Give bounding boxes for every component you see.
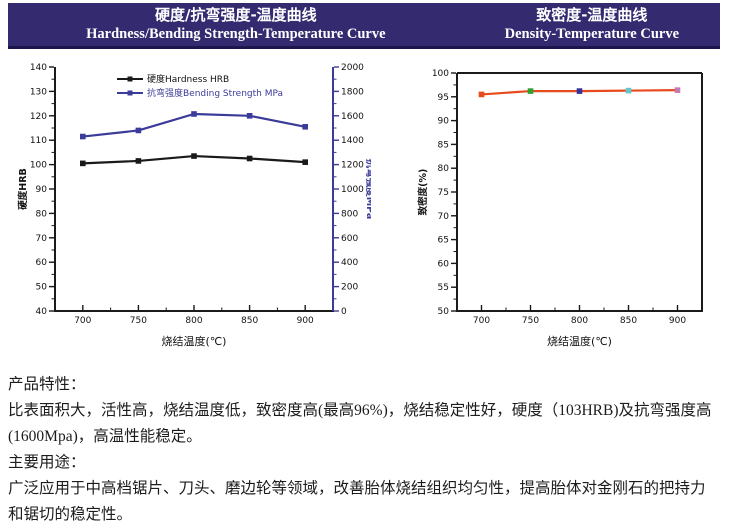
header-left-title-block: 硬度/抗弯强度-温度曲线 Hardness/Bending Strength-T…	[8, 3, 464, 46]
svg-text:750: 750	[522, 316, 539, 326]
svg-text:800: 800	[341, 209, 358, 219]
svg-text:750: 750	[130, 316, 147, 326]
svg-text:烧结温度(℃): 烧结温度(℃)	[547, 334, 612, 348]
svg-text:1000: 1000	[341, 185, 364, 195]
svg-text:抗弯强度MPa: 抗弯强度MPa	[364, 159, 371, 220]
page: 硬度/抗弯强度-温度曲线 Hardness/Bending Strength-T…	[0, 3, 730, 523]
svg-text:1400: 1400	[341, 136, 364, 146]
svg-text:900: 900	[297, 316, 314, 326]
left-chart-title-en: Hardness/Bending Strength-Temperature Cu…	[86, 25, 386, 42]
svg-text:130: 130	[30, 87, 47, 97]
svg-text:80: 80	[36, 209, 48, 219]
svg-text:1600: 1600	[341, 112, 364, 122]
svg-text:2000: 2000	[341, 63, 364, 73]
svg-text:85: 85	[438, 140, 449, 150]
hardness-bending-strength-chart-svg: 40 50 60 70 80 90 100 110 120 130 140 硬度HRB 0 200 400 6…	[17, 63, 371, 348]
svg-text:100: 100	[432, 69, 449, 79]
right-chart-title-en: Density-Temperature Curve	[504, 25, 680, 42]
svg-text:60: 60	[36, 258, 48, 268]
svg-text:致密度(%): 致密度(%)	[417, 169, 429, 216]
svg-text:700: 700	[473, 316, 490, 326]
svg-text:1200: 1200	[341, 161, 364, 171]
uses-heading: 主要用途：	[8, 454, 86, 471]
svg-text:抗弯强度Bending Strength MPa: 抗弯强度Bending Strength MPa	[147, 87, 283, 99]
svg-text:90: 90	[438, 117, 450, 127]
svg-text:50: 50	[36, 283, 48, 293]
features-heading: 产品特性：	[8, 376, 86, 393]
features-text: 比表面积大，活性高，烧结温度低，致密度高(最高96%)，烧结稳定性好，硬度（10…	[8, 402, 712, 445]
svg-text:850: 850	[241, 316, 258, 326]
uses-text: 广泛应用于中高档锯片、刀头、磨边轮等领域，改善胎体烧结组织均匀性，提高胎体对金刚…	[8, 480, 706, 523]
svg-text:烧结温度(℃): 烧结温度(℃)	[162, 334, 227, 348]
svg-text:0: 0	[341, 307, 347, 317]
svg-text:50: 50	[438, 307, 450, 317]
svg-text:硬度HRB: 硬度HRB	[17, 168, 29, 210]
svg-text:70: 70	[36, 234, 48, 244]
density-chart: 50 55 60 65 70 75 80 85 90 95 100 致密度(%) 700 750 800 85…	[413, 61, 719, 363]
svg-text:800: 800	[185, 316, 202, 326]
header-bar: 硬度/抗弯强度-温度曲线 Hardness/Bending Strength-T…	[8, 3, 720, 49]
svg-text:850: 850	[620, 316, 637, 326]
svg-text:900: 900	[669, 316, 686, 326]
charts-row: 40 50 60 70 80 90 100 110 120 130 140 硬度HRB 0 200 400 6…	[0, 61, 730, 363]
svg-text:40: 40	[36, 307, 48, 317]
svg-text:120: 120	[30, 112, 47, 122]
density-chart-svg: 50 55 60 65 70 75 80 85 90 95 100 致密度(%) 700 750 800 85…	[417, 69, 703, 348]
svg-text:400: 400	[341, 258, 358, 268]
right-chart-title-zh: 致密度-温度曲线	[536, 5, 648, 24]
svg-text:75: 75	[438, 188, 449, 198]
svg-text:65: 65	[438, 236, 449, 246]
body-text: 产品特性： 比表面积大，活性高，烧结温度低，致密度高(最高96%)，烧结稳定性好…	[8, 372, 718, 528]
left-chart-title-zh: 硬度/抗弯强度-温度曲线	[154, 5, 317, 24]
svg-text:1800: 1800	[341, 87, 364, 97]
svg-text:700: 700	[74, 316, 91, 326]
svg-text:90: 90	[36, 185, 48, 195]
header-right-title-block: 致密度-温度曲线 Density-Temperature Curve	[464, 3, 720, 46]
svg-text:800: 800	[571, 316, 588, 326]
svg-text:55: 55	[438, 283, 449, 293]
svg-text:100: 100	[30, 161, 47, 171]
svg-text:硬度Hardness HRB: 硬度Hardness HRB	[147, 73, 229, 85]
svg-text:600: 600	[341, 234, 358, 244]
hardness-bending-strength-chart: 40 50 60 70 80 90 100 110 120 130 140 硬度HRB 0 200 400 6…	[15, 61, 371, 363]
svg-text:70: 70	[438, 212, 450, 222]
svg-text:140: 140	[30, 63, 47, 73]
svg-text:95: 95	[438, 93, 449, 103]
svg-text:60: 60	[438, 259, 450, 269]
svg-text:80: 80	[438, 164, 450, 174]
svg-text:200: 200	[341, 283, 358, 293]
svg-text:110: 110	[30, 136, 47, 146]
